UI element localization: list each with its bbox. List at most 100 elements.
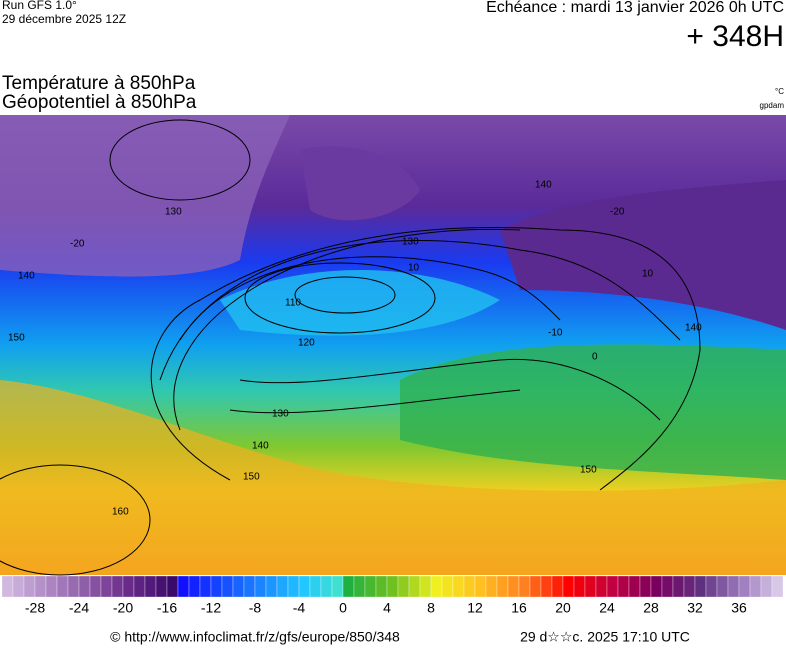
run-date: 29 décembre 2025 12Z — [2, 12, 126, 26]
colorbar-swatch — [265, 575, 278, 598]
colorbar-tick-label: 20 — [555, 600, 571, 616]
contour-label: 0 — [592, 352, 598, 363]
colorbar-swatch — [529, 575, 542, 598]
colorbar-swatch — [760, 575, 773, 598]
colorbar-swatch — [221, 575, 234, 598]
colorbar-swatch — [100, 575, 113, 598]
colorbar-swatch — [716, 575, 729, 598]
cold-region — [500, 180, 786, 330]
footer-url: © http://www.infoclimat.fr/z/gfs/europe/… — [110, 629, 400, 645]
colorbar-swatch — [342, 575, 355, 598]
colorbar-tick-label: -12 — [201, 600, 221, 616]
title: Température à 850hPa — [2, 73, 196, 94]
colorbar-swatch — [67, 575, 80, 598]
colorbar-swatch — [364, 575, 377, 598]
contour-label: 150 — [243, 472, 260, 483]
colorbar-swatch — [452, 575, 465, 598]
colorbar-tick-label: 28 — [643, 600, 659, 616]
colorbar-swatch — [12, 575, 25, 598]
unit: °C — [775, 87, 784, 96]
colorbar-swatch — [639, 575, 652, 598]
contour-label: 10 — [408, 263, 420, 274]
contour-label: 140 — [252, 441, 269, 452]
contour-label: 130 — [272, 409, 289, 420]
colorbar-tick-label: 36 — [731, 600, 747, 616]
colorbar-swatch — [232, 575, 245, 598]
colorbar-tick-label: 4 — [383, 600, 391, 616]
colorbar-swatch — [584, 575, 597, 598]
colorbar-tick-label: 16 — [511, 600, 527, 616]
colorbar-swatch — [573, 575, 586, 598]
run-label: Run GFS 1.0° — [2, 0, 77, 12]
colorbar-swatch — [661, 575, 674, 598]
colorbar-swatch — [749, 575, 762, 598]
colorbar-swatch — [408, 575, 421, 598]
colorbar-swatch — [287, 575, 300, 598]
unit: gpdam — [760, 101, 785, 110]
warm-region — [0, 380, 786, 575]
colorbar-swatch — [606, 575, 619, 598]
colorbar-swatch — [496, 575, 509, 598]
colorbar-swatch — [485, 575, 498, 598]
contour-label: -10 — [548, 328, 563, 339]
colorbar-swatch — [419, 575, 432, 598]
colorbar-swatch — [738, 575, 751, 598]
colorbar-swatch — [133, 575, 146, 598]
cold-region — [300, 146, 420, 221]
colorbar-swatch — [705, 575, 718, 598]
colorbar-swatch — [507, 575, 520, 598]
contours — [0, 119, 701, 576]
contour-label: 130 — [165, 207, 182, 218]
colorbar-tick-label: 32 — [687, 600, 703, 616]
colorbar: -28 -24 -20 -16 -12 -8 -4 0 4 8 12 16 20 24 28 32 36 — [1, 575, 784, 616]
contour-label: -20 — [610, 207, 625, 218]
colorbar-swatch — [111, 575, 124, 598]
contour-label: 150 — [580, 465, 597, 476]
contour-label: 150 — [8, 333, 25, 344]
colorbar-swatch — [199, 575, 212, 598]
contour-label: 160 — [112, 507, 129, 518]
colorbar-tick-label: -16 — [157, 600, 177, 616]
colorbar-tick-label: 24 — [599, 600, 615, 616]
colorbar-swatch — [727, 575, 740, 598]
colorbar-swatch — [78, 575, 91, 598]
colorbar-swatch — [353, 575, 366, 598]
map: 110 120 130 140 150 160 130 140 150 140 … — [0, 115, 786, 576]
colorbar-swatch — [309, 575, 322, 598]
cold-region — [0, 115, 290, 277]
colorbar-swatch — [45, 575, 58, 598]
colorbar-swatch — [122, 575, 135, 598]
colorbar-swatch — [562, 575, 575, 598]
colorbar-swatch — [177, 575, 190, 598]
colorbar-swatch — [254, 575, 267, 598]
contour-label: -20 — [70, 239, 85, 250]
colorbar-swatch — [56, 575, 69, 598]
colorbar-swatch — [430, 575, 443, 598]
colorbar-swatch — [276, 575, 289, 598]
colorbar-tick-label: -24 — [69, 600, 89, 616]
colorbar-swatch — [551, 575, 564, 598]
footer-stamp: 29 d☆☆c. 2025 17:10 UTC — [520, 629, 690, 645]
colorbar-tick-label: 8 — [427, 600, 435, 616]
colorbar-tick-label: -4 — [293, 600, 306, 616]
colorbar-swatch — [771, 575, 784, 598]
colorbar-tick-label: 12 — [467, 600, 483, 616]
colorbar-swatch — [650, 575, 663, 598]
colorbar-swatch — [1, 575, 14, 598]
colorbar-swatch — [144, 575, 157, 598]
colorbar-tick-label: -20 — [113, 600, 133, 616]
colorbar-swatch — [166, 575, 179, 598]
colorbar-swatch — [441, 575, 454, 598]
contour-label: 120 — [298, 338, 315, 349]
contour-label: 10 — [642, 269, 654, 280]
colorbar-swatch — [518, 575, 531, 598]
colorbar-swatch — [34, 575, 47, 598]
colorbar-tick-label: 0 — [339, 600, 347, 616]
contour-label: 140 — [535, 180, 552, 191]
colorbar-swatch — [188, 575, 201, 598]
colorbar-swatch — [243, 575, 256, 598]
lead-time: + 348H — [686, 20, 784, 53]
echeance: Echéance : mardi 13 janvier 2026 0h UTC — [486, 0, 784, 16]
contour-label: 130 — [402, 237, 419, 248]
colorbar-swatch — [540, 575, 553, 598]
